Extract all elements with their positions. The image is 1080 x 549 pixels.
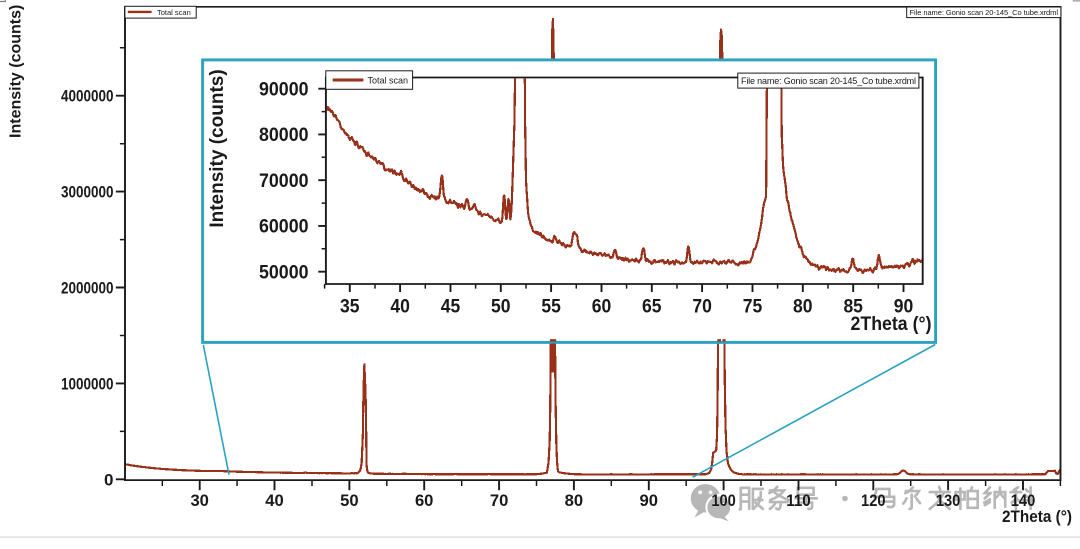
svg-text:0: 0	[104, 470, 113, 489]
svg-text:80000: 80000	[259, 125, 309, 146]
svg-text:85: 85	[843, 297, 863, 318]
svg-text:Intensity (counts): Intensity (counts)	[207, 69, 228, 227]
svg-text:1000000: 1000000	[61, 374, 114, 393]
svg-text:2Theta (°): 2Theta (°)	[1002, 507, 1072, 526]
svg-text:40: 40	[265, 491, 284, 510]
svg-text:35: 35	[340, 297, 360, 318]
svg-text:45: 45	[441, 297, 461, 318]
svg-text:90: 90	[894, 297, 914, 318]
svg-text:60: 60	[592, 297, 612, 318]
svg-text:50: 50	[491, 297, 511, 318]
svg-text:Total scan: Total scan	[368, 75, 409, 85]
svg-text:140: 140	[1011, 491, 1036, 510]
svg-text:Intensity (counts): Intensity (counts)	[8, 5, 25, 138]
svg-text:70: 70	[490, 491, 509, 510]
svg-text:60: 60	[415, 491, 434, 510]
svg-text:55: 55	[541, 297, 561, 318]
svg-text:65: 65	[642, 297, 662, 318]
svg-text:40: 40	[390, 297, 410, 318]
svg-text:4000000: 4000000	[61, 87, 114, 106]
svg-text:3000000: 3000000	[61, 183, 114, 202]
svg-text:110: 110	[786, 491, 811, 510]
svg-text:80: 80	[793, 297, 813, 318]
svg-text:50000: 50000	[259, 262, 309, 283]
svg-text:90000: 90000	[259, 79, 309, 100]
svg-text:Total scan: Total scan	[157, 8, 191, 17]
svg-text:2000000: 2000000	[61, 279, 114, 298]
svg-text:70000: 70000	[259, 171, 309, 192]
svg-text:50: 50	[340, 491, 359, 510]
svg-text:75: 75	[743, 297, 763, 318]
svg-text:90: 90	[640, 491, 659, 510]
svg-text:File name: Gonio scan 20-145_C: File name: Gonio scan 20-145_Co tube.xrd…	[741, 76, 916, 86]
svg-text:60000: 60000	[259, 217, 309, 238]
svg-text:2Theta (°): 2Theta (°)	[851, 314, 932, 335]
svg-text:70: 70	[692, 297, 712, 318]
svg-text:100: 100	[711, 491, 736, 510]
svg-text:80: 80	[565, 491, 584, 510]
svg-text:File name: Gonio scan 20-145_C: File name: Gonio scan 20-145_Co tube.xrd…	[910, 8, 1059, 17]
svg-text:30: 30	[190, 491, 209, 510]
svg-text:120: 120	[861, 491, 886, 510]
svg-text:130: 130	[936, 491, 961, 510]
